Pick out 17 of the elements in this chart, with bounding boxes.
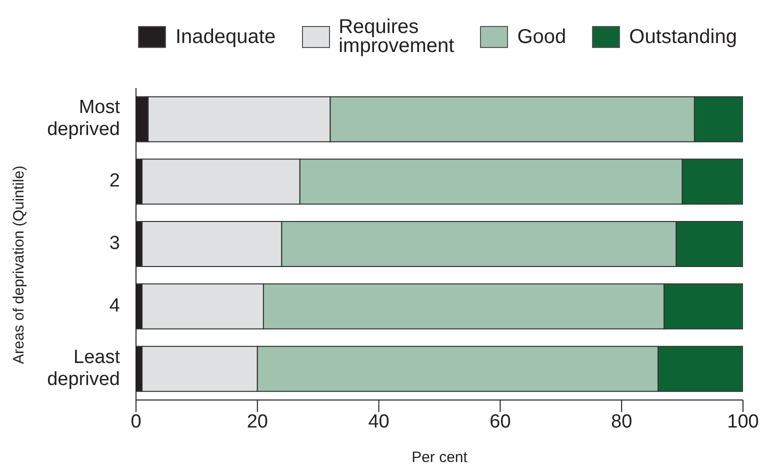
y-tick-label: Least deprived [47, 346, 121, 390]
y-tick-label: 2 [109, 170, 120, 192]
x-tick-label: 60 [490, 411, 511, 432]
x-tick-label: 100 [727, 411, 759, 432]
x-tick-label: 80 [611, 411, 632, 432]
legend-label: Inadequate [175, 26, 276, 48]
x-tick-label: 40 [368, 411, 390, 432]
x-tick-label: 0 [130, 411, 142, 432]
legend-label: Requires improvement [338, 16, 454, 57]
text: Good [517, 26, 566, 48]
y-tick-label: Most deprived [47, 97, 121, 140]
y-tick-label: 4 [109, 295, 120, 316]
legend-label: Outstanding [629, 26, 737, 48]
y-axis-title: Areas of deprivation (Quintile) [10, 166, 28, 364]
y-tick-label: 3 [109, 233, 120, 254]
x-tick-label: 20 [246, 411, 268, 432]
x-axis-title: Per cent [412, 449, 468, 466]
